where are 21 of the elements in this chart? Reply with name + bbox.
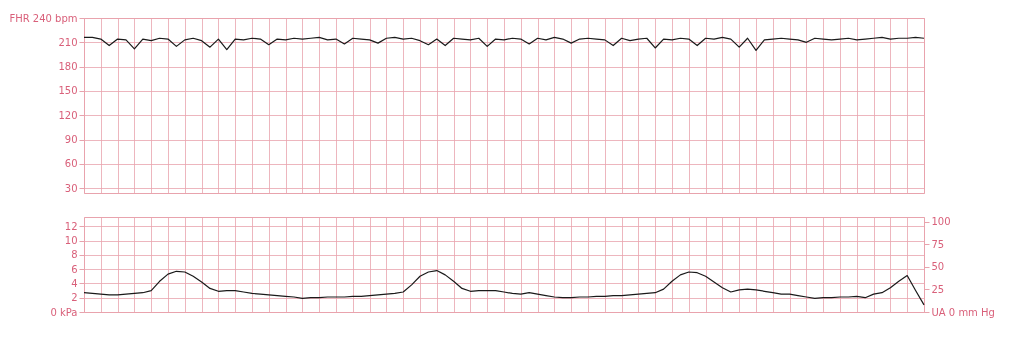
y2-tick-label: 100 bbox=[931, 216, 951, 228]
line-series bbox=[83, 36, 925, 52]
y-tick-label: 120 bbox=[58, 109, 78, 121]
y-tick-label: 4 bbox=[71, 277, 78, 289]
y-tick-label: 8 bbox=[71, 249, 78, 261]
y-tick-label: 0 kPa bbox=[50, 306, 78, 318]
y-tick-label: 10 bbox=[64, 235, 78, 247]
y-tick-label: 180 bbox=[58, 61, 78, 73]
y-tick-label: 210 bbox=[58, 36, 78, 48]
y2-tick-label: 25 bbox=[931, 283, 945, 295]
y-tick-label: 2 bbox=[71, 292, 78, 304]
y2-tick-label: 75 bbox=[931, 238, 945, 250]
y-tick-label: 12 bbox=[64, 220, 78, 232]
y-tick-label: 6 bbox=[71, 263, 78, 275]
y-tick-label: FHR 240 bpm bbox=[9, 12, 78, 24]
y-tick-label: 90 bbox=[64, 134, 78, 146]
y2-tick-label: 50 bbox=[931, 261, 945, 273]
y-tick-label: 30 bbox=[64, 182, 78, 194]
y2-tick-label: UA 0 mm Hg bbox=[931, 306, 995, 318]
y-tick-label: 150 bbox=[58, 85, 78, 97]
y-tick-label: 60 bbox=[64, 158, 78, 170]
